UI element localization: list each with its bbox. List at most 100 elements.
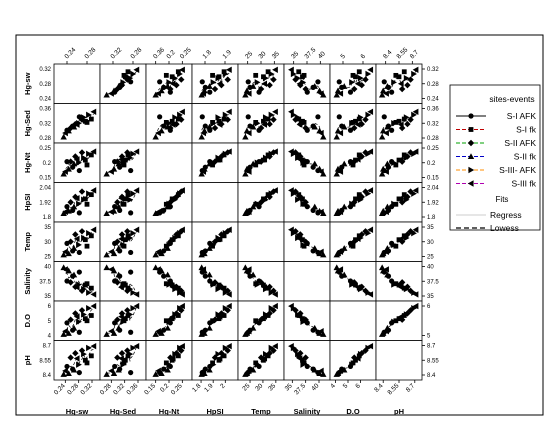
- panel-hg-nt-vs-salinity: [288, 148, 327, 177]
- data-point-s-iii-fk: [261, 194, 268, 202]
- data-point-s-ii-afk: [178, 307, 185, 314]
- data-point-s-iii-afk: [411, 304, 417, 312]
- data-point-s-iii-afk: [172, 74, 179, 82]
- panel-hg-sw-vs-ph: [378, 66, 419, 98]
- data-point-s-ii-fk: [380, 267, 387, 274]
- panel-ph-vs-hpsi: [198, 342, 232, 377]
- data-point-s-iii-fk: [412, 148, 419, 155]
- data-point-s-iii-afk: [349, 159, 355, 166]
- data-point-s-ii-fk: [384, 123, 391, 130]
- data-point-s-iii-afk: [391, 318, 397, 325]
- data-point-s-iii-fk: [367, 291, 374, 298]
- data-point-s-ii-afk: [398, 279, 406, 286]
- data-point-s-iii-fk: [245, 266, 252, 273]
- left-tick-label: 35: [44, 294, 51, 300]
- data-point-s-i-afk: [389, 89, 395, 95]
- data-point-s-iii-fk: [133, 66, 140, 73]
- data-point-s-iii-fk: [90, 108, 97, 116]
- data-point-s-iii-fk: [383, 90, 389, 97]
- panel-cell-ph-ph: [375, 340, 423, 381]
- data-point-s-i-afk: [157, 79, 163, 85]
- data-point-s-iii-fk: [337, 266, 344, 273]
- data-point-s-i-fk: [300, 157, 305, 163]
- data-point-s-i-afk: [128, 329, 134, 335]
- data-point-s-iii-afk: [254, 200, 261, 207]
- data-point-s-ii-fk: [311, 160, 318, 167]
- data-point-s-ii-fk: [206, 123, 213, 130]
- data-point-s-iii-fk: [118, 284, 124, 291]
- left-tick-label: 0.32: [39, 121, 51, 127]
- top-tick-label: 0.28: [129, 46, 143, 60]
- panel-hg-nt-vs-hg-sw: [60, 148, 97, 177]
- data-point-s-i-afk: [64, 159, 70, 165]
- legend-box: [449, 84, 541, 231]
- data-point-s-ii-fk: [333, 170, 340, 177]
- y-variable-label: HpSI: [23, 194, 32, 211]
- data-point-s-iii-afk: [127, 74, 134, 82]
- data-point-s-i-fk: [350, 162, 356, 168]
- data-point-s-iii-afk: [215, 114, 222, 121]
- data-point-s-iii-afk: [300, 200, 307, 207]
- data-point-s-ii-afk: [67, 199, 74, 206]
- panel-ph-vs-hg-sed: [103, 342, 140, 377]
- data-point-s-ii-fk: [311, 123, 318, 130]
- data-point-s-iii-fk: [73, 355, 80, 362]
- panel-cell-hpsi-hpsi: [191, 182, 239, 223]
- right-tick-label: 0.25: [427, 146, 439, 152]
- data-point-s-i-fk: [393, 243, 399, 249]
- top-tick-label: 0.24: [63, 46, 77, 60]
- data-point-s-ii-afk: [358, 81, 365, 89]
- data-point-s-iii-fk: [272, 187, 278, 194]
- data-point-s-iii-fk: [155, 328, 161, 335]
- data-point-s-iii-afk: [120, 200, 127, 207]
- data-point-s-iii-fk: [412, 291, 419, 298]
- data-point-s-ii-afk: [351, 85, 358, 93]
- left-tick-label: 0.24: [39, 97, 51, 103]
- data-point-s-ii-afk: [398, 124, 406, 132]
- data-point-s-ii-fk: [198, 133, 205, 140]
- data-point-s-ii-fk: [249, 123, 257, 130]
- data-point-s-iii-fk: [288, 302, 294, 310]
- data-point-s-iii-afk: [349, 361, 355, 368]
- panel-hg-sed-vs-ph: [378, 108, 419, 140]
- data-point-s-i-fk: [216, 74, 222, 80]
- data-point-s-iii-fk: [225, 66, 232, 73]
- data-point-s-iii-afk: [86, 344, 92, 352]
- x-variable-label: HpSI: [206, 407, 223, 416]
- data-point-s-iii-fk: [133, 226, 140, 233]
- data-point-s-ii-fk: [158, 370, 165, 377]
- data-point-s-ii-fk: [316, 250, 323, 257]
- data-point-s-i-fk: [396, 237, 402, 243]
- data-point-s-ii-fk: [70, 366, 78, 373]
- data-point-s-iii-afk: [166, 79, 173, 86]
- legend-label: S-II fk: [514, 152, 537, 162]
- data-point-s-iii-fk: [337, 248, 344, 255]
- data-point-s-iii-fk: [200, 129, 207, 137]
- data-point-s-iii-afk: [166, 120, 173, 127]
- data-point-s-ii-fk: [334, 370, 342, 377]
- y-variable-label: Salinity: [23, 267, 32, 295]
- data-point-s-i-afk: [161, 327, 167, 333]
- x-variable-label: Hg-Sed: [110, 407, 137, 416]
- data-point-s-ii-afk: [270, 116, 277, 123]
- data-point-s-iii-afk: [81, 154, 87, 162]
- panel-cell-temp-temp: [237, 221, 285, 262]
- data-point-s-i-fk: [210, 162, 215, 168]
- data-point-s-iii-fk: [133, 291, 140, 298]
- data-point-s-iii-fk: [73, 194, 80, 202]
- x-variable-label: D.O: [346, 407, 360, 416]
- left-tick-label: 4: [48, 334, 52, 340]
- data-point-s-iii-fk: [288, 342, 294, 350]
- data-point-s-iii-fk: [397, 121, 404, 128]
- data-point-s-ii-fk: [110, 267, 118, 274]
- data-point-s-i-fk: [396, 316, 402, 322]
- data-point-s-iii-fk: [288, 66, 294, 73]
- legend-label: S-III- AFK: [499, 165, 536, 175]
- fits-label: Lowess: [490, 223, 519, 233]
- data-point-s-ii-fk: [70, 271, 78, 278]
- data-point-s-ii-fk: [311, 366, 318, 373]
- data-point-s-i-fk: [350, 360, 356, 366]
- data-point-s-iii-afk: [127, 196, 134, 203]
- data-point-s-ii-afk: [78, 188, 86, 195]
- right-tick-label: 35: [427, 225, 434, 231]
